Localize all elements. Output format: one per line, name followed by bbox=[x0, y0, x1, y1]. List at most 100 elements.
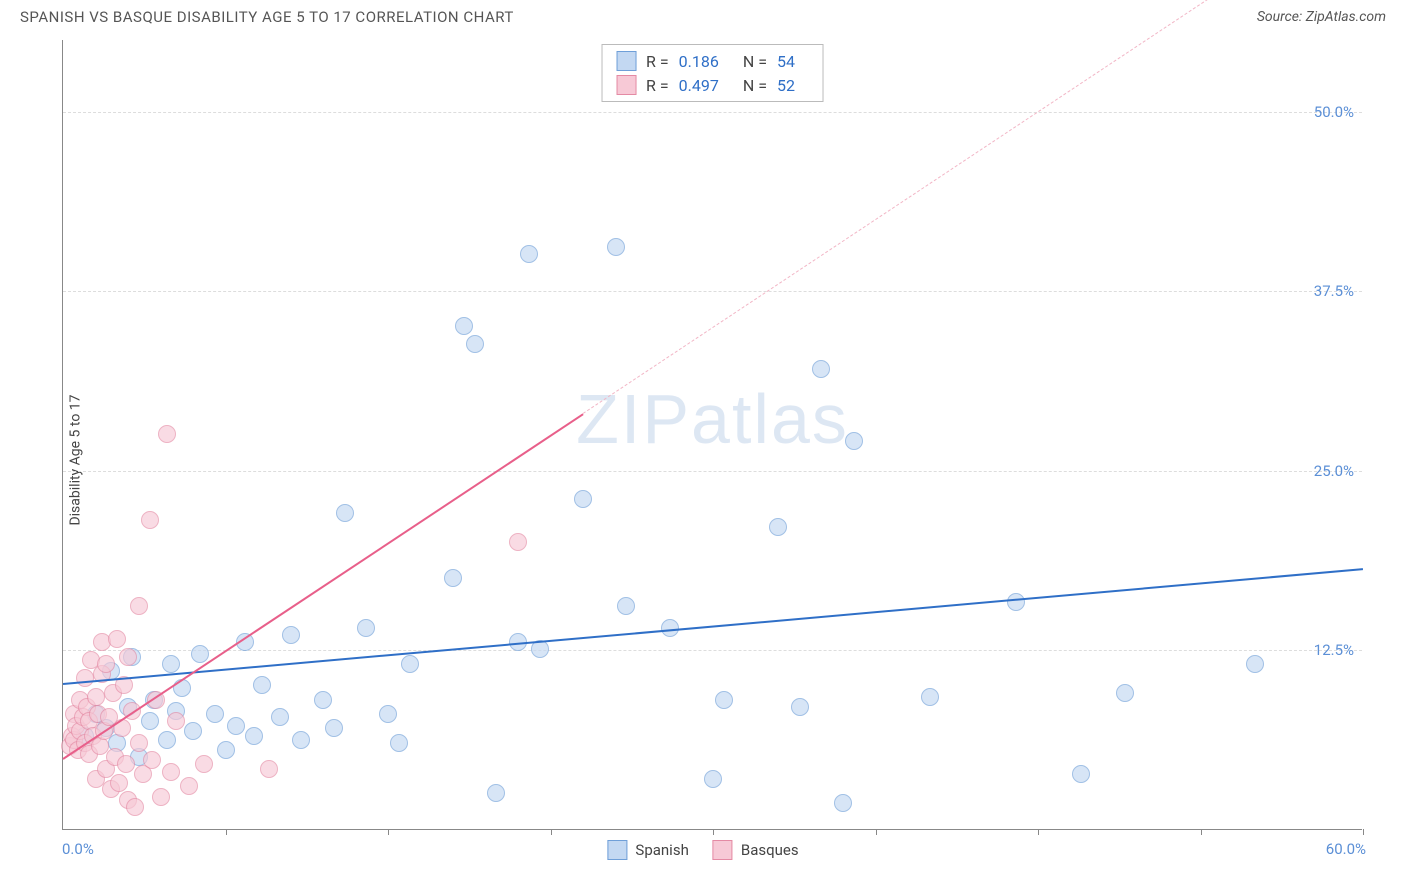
data-point bbox=[119, 648, 137, 666]
legend-n-label: N = bbox=[743, 76, 767, 95]
data-point bbox=[791, 698, 809, 716]
legend-row: R = 0.497 N = 52 bbox=[616, 73, 809, 97]
data-point bbox=[167, 712, 185, 730]
chart-title: SPANISH VS BASQUE DISABILITY AGE 5 TO 17… bbox=[20, 8, 514, 26]
source-attribution: Source: ZipAtlas.com bbox=[1257, 9, 1386, 25]
x-tick bbox=[1038, 829, 1039, 835]
data-point bbox=[466, 335, 484, 353]
legend-item: Basques bbox=[713, 840, 799, 860]
data-point bbox=[487, 784, 505, 802]
x-tick bbox=[713, 829, 714, 835]
x-tick bbox=[1363, 829, 1364, 835]
x-tick bbox=[388, 829, 389, 835]
legend-label: Spanish bbox=[635, 841, 688, 859]
data-point bbox=[158, 731, 176, 749]
legend-r-value: 0.497 bbox=[679, 76, 719, 95]
data-point bbox=[1116, 684, 1134, 702]
data-point bbox=[1072, 765, 1090, 783]
series-legend: Spanish Basques bbox=[607, 840, 798, 860]
legend-swatch bbox=[713, 840, 733, 860]
data-point bbox=[217, 741, 235, 759]
data-point bbox=[1007, 593, 1025, 611]
data-point bbox=[130, 597, 148, 615]
data-point bbox=[162, 655, 180, 673]
plot-area: ZIPatlas R =0.186N =54R =0.497N =52 12.5… bbox=[62, 40, 1362, 830]
legend-swatch bbox=[616, 75, 636, 95]
x-tick bbox=[876, 829, 877, 835]
gridline bbox=[63, 112, 1362, 113]
x-axis-max-label: 60.0% bbox=[1326, 840, 1366, 858]
data-point bbox=[191, 645, 209, 663]
correlation-legend: R = 0.186 N = 54 R = 0.497 N = 52 bbox=[601, 44, 824, 102]
data-point bbox=[834, 794, 852, 812]
data-point bbox=[845, 432, 863, 450]
data-point bbox=[126, 798, 144, 816]
data-point bbox=[130, 734, 148, 752]
data-point bbox=[141, 712, 159, 730]
data-point bbox=[314, 691, 332, 709]
data-point bbox=[141, 511, 159, 529]
x-axis-origin-label: 0.0% bbox=[62, 840, 94, 858]
data-point bbox=[108, 630, 126, 648]
data-point bbox=[253, 676, 271, 694]
gridline bbox=[63, 650, 1362, 651]
data-point bbox=[245, 727, 263, 745]
data-point bbox=[921, 688, 939, 706]
data-point bbox=[184, 722, 202, 740]
data-point bbox=[715, 691, 733, 709]
data-point bbox=[271, 708, 289, 726]
data-point bbox=[87, 688, 105, 706]
data-point bbox=[325, 719, 343, 737]
x-tick bbox=[551, 829, 552, 835]
legend-swatch bbox=[607, 840, 627, 860]
data-point bbox=[444, 569, 462, 587]
data-point bbox=[455, 317, 473, 335]
legend-item: Spanish bbox=[607, 840, 688, 860]
y-tick-label: 25.0% bbox=[1314, 462, 1354, 480]
data-point bbox=[336, 504, 354, 522]
data-point bbox=[292, 731, 310, 749]
data-point bbox=[401, 655, 419, 673]
data-point bbox=[769, 518, 787, 536]
data-point bbox=[379, 705, 397, 723]
gridline bbox=[63, 291, 1362, 292]
data-point bbox=[76, 669, 94, 687]
data-point bbox=[110, 774, 128, 792]
data-point bbox=[117, 755, 135, 773]
data-point bbox=[143, 751, 161, 769]
data-point bbox=[97, 655, 115, 673]
data-point bbox=[704, 770, 722, 788]
data-point bbox=[206, 705, 224, 723]
y-tick-label: 50.0% bbox=[1314, 103, 1354, 121]
data-point bbox=[357, 619, 375, 637]
data-point bbox=[152, 788, 170, 806]
data-point bbox=[574, 490, 592, 508]
legend-n-value: 52 bbox=[777, 76, 795, 95]
data-point bbox=[1246, 655, 1264, 673]
data-point bbox=[812, 360, 830, 378]
y-tick-label: 37.5% bbox=[1314, 282, 1354, 300]
data-point bbox=[180, 777, 198, 795]
data-point bbox=[509, 533, 527, 551]
legend-r-label: R = bbox=[646, 76, 669, 95]
chart-container: Disability Age 5 to 17 ZIPatlas R =0.186… bbox=[20, 40, 1386, 880]
x-tick bbox=[226, 829, 227, 835]
data-point bbox=[158, 425, 176, 443]
data-point bbox=[195, 755, 213, 773]
data-point bbox=[617, 597, 635, 615]
legend-n-value: 54 bbox=[777, 52, 795, 71]
data-point bbox=[607, 238, 625, 256]
legend-r-label: R = bbox=[646, 52, 669, 71]
data-point bbox=[282, 626, 300, 644]
data-point bbox=[260, 760, 278, 778]
legend-label: Basques bbox=[741, 841, 799, 859]
data-point bbox=[390, 734, 408, 752]
data-point bbox=[227, 717, 245, 735]
legend-swatch bbox=[616, 51, 636, 71]
x-tick bbox=[1201, 829, 1202, 835]
data-point bbox=[520, 245, 538, 263]
gridline bbox=[63, 471, 1362, 472]
y-tick-label: 12.5% bbox=[1314, 641, 1354, 659]
legend-r-value: 0.186 bbox=[679, 52, 719, 71]
legend-row: R =0.186N =54 bbox=[616, 49, 809, 73]
